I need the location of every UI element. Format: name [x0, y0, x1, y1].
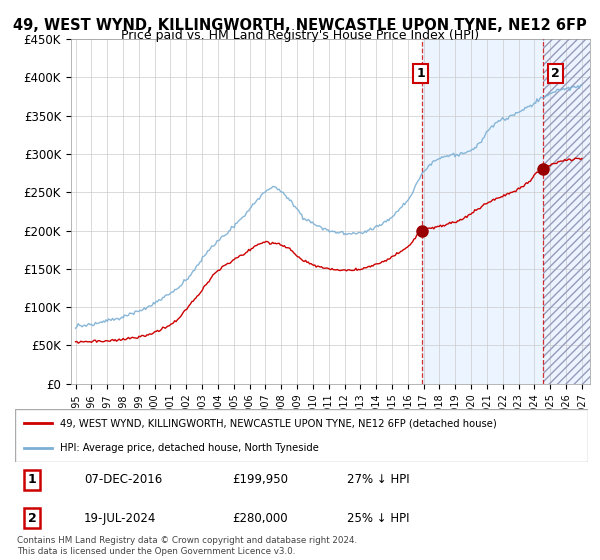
Text: 07-DEC-2016: 07-DEC-2016 — [84, 473, 162, 486]
Text: 49, WEST WYND, KILLINGWORTH, NEWCASTLE UPON TYNE, NE12 6FP: 49, WEST WYND, KILLINGWORTH, NEWCASTLE U… — [13, 18, 587, 34]
Text: 49, WEST WYND, KILLINGWORTH, NEWCASTLE UPON TYNE, NE12 6FP (detached house): 49, WEST WYND, KILLINGWORTH, NEWCASTLE U… — [59, 418, 496, 428]
Text: 25% ↓ HPI: 25% ↓ HPI — [347, 512, 410, 525]
Text: 27% ↓ HPI: 27% ↓ HPI — [347, 473, 410, 486]
Bar — [422, 39, 598, 384]
Text: 2: 2 — [28, 512, 37, 525]
Text: £199,950: £199,950 — [233, 473, 289, 486]
Text: 1: 1 — [416, 67, 425, 80]
Text: Contains HM Land Registry data © Crown copyright and database right 2024.
This d: Contains HM Land Registry data © Crown c… — [17, 536, 357, 556]
Bar — [543, 39, 598, 384]
Text: £280,000: £280,000 — [233, 512, 289, 525]
Text: 2: 2 — [551, 67, 560, 80]
Text: Price paid vs. HM Land Registry's House Price Index (HPI): Price paid vs. HM Land Registry's House … — [121, 29, 479, 42]
Text: HPI: Average price, detached house, North Tyneside: HPI: Average price, detached house, Nort… — [59, 442, 319, 452]
Text: 19-JUL-2024: 19-JUL-2024 — [84, 512, 156, 525]
Text: 1: 1 — [28, 473, 37, 486]
Bar — [543, 39, 598, 384]
FancyBboxPatch shape — [15, 409, 588, 462]
